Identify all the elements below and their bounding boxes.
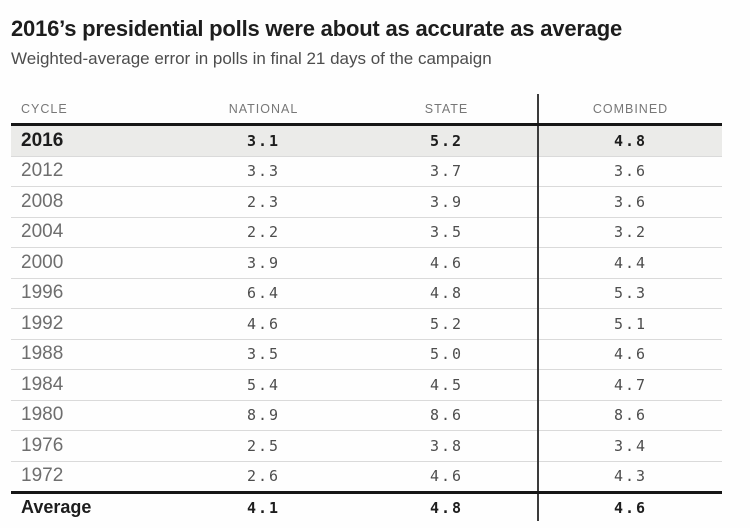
- cell-state: 5.2: [356, 124, 538, 157]
- cell-combined: 3.6: [537, 186, 722, 218]
- cell-cycle: 2012: [11, 155, 171, 187]
- cell-combined: 4.8: [537, 124, 722, 157]
- cell-combined: 5.3: [537, 277, 722, 309]
- cell-national: 8.9: [171, 399, 356, 431]
- cell-cycle: 2004: [11, 216, 171, 248]
- cell-national: 3.1: [171, 124, 356, 157]
- table-row: 2008 2.3 3.9 3.6: [11, 186, 722, 218]
- cell-state: 4.5: [356, 369, 538, 401]
- cell-state: 4.8: [356, 277, 538, 309]
- cell-cycle: 1980: [11, 399, 171, 431]
- table-row: 1988 3.5 5.0 4.6: [11, 338, 722, 370]
- figure-title: 2016’s presidential polls were about as …: [11, 16, 623, 41]
- average-row: Average 4.1 4.8 4.6: [11, 491, 722, 522]
- table-row: 1984 5.4 4.5 4.7: [11, 369, 722, 401]
- cell-combined: 4.7: [537, 369, 722, 401]
- table-row: 2012 3.3 3.7 3.6: [11, 155, 722, 187]
- cell-cycle: 2008: [11, 186, 171, 218]
- cell-state: 3.5: [356, 216, 538, 248]
- cell-state: 5.2: [356, 308, 538, 340]
- cell-national: 3.9: [171, 247, 356, 279]
- cell-cycle: 1972: [11, 460, 171, 493]
- cell-state: 4.6: [356, 460, 538, 493]
- cell-national: 4.6: [171, 308, 356, 340]
- column-header-state: STATE: [356, 94, 538, 127]
- cell-state: 4.8: [356, 491, 538, 522]
- cell-combined: 3.4: [537, 430, 722, 462]
- cell-cycle: 1992: [11, 308, 171, 340]
- table-row: 2000 3.9 4.6 4.4: [11, 247, 722, 279]
- cell-combined: 8.6: [537, 399, 722, 431]
- cell-national: 2.2: [171, 216, 356, 248]
- cell-national: 2.6: [171, 460, 356, 493]
- table-row: 2004 2.2 3.5 3.2: [11, 216, 722, 248]
- table-row: 1972 2.6 4.6 4.3: [11, 460, 722, 493]
- cell-cycle: 1988: [11, 338, 171, 370]
- cell-cycle: 2000: [11, 247, 171, 279]
- cell-state: 5.0: [356, 338, 538, 370]
- cell-combined: 4.6: [537, 491, 722, 522]
- table-body: 2016 3.1 5.2 4.8 2012 3.3 3.7 3.6 2008 2.3 3.9 3.6 2…: [11, 124, 722, 493]
- cell-state: 4.6: [356, 247, 538, 279]
- cell-combined: 3.2: [537, 216, 722, 248]
- cell-combined: 4.4: [537, 247, 722, 279]
- table-row: 1976 2.5 3.8 3.4: [11, 430, 722, 462]
- table-row: 1996 6.4 4.8 5.3: [11, 277, 722, 309]
- cell-state: 3.9: [356, 186, 538, 218]
- cell-state: 8.6: [356, 399, 538, 431]
- cell-cycle: 2016: [11, 124, 171, 157]
- cell-combined: 3.6: [537, 155, 722, 187]
- cell-state: 3.8: [356, 430, 538, 462]
- poll-error-table: CYCLE NATIONAL STATE COMBINED 2016 3.1 5.2…: [11, 94, 722, 522]
- cell-combined: 4.3: [537, 460, 722, 493]
- cell-cycle: 1996: [11, 277, 171, 309]
- cell-cycle: 1984: [11, 369, 171, 401]
- cell-national: 6.4: [171, 277, 356, 309]
- cell-cycle: Average: [11, 491, 171, 522]
- table-row: 2016 3.1 5.2 4.8: [11, 124, 722, 157]
- figure-subtitle: Weighted-average error in polls in final…: [11, 48, 492, 68]
- cell-state: 3.7: [356, 155, 538, 187]
- cell-combined: 5.1: [537, 308, 722, 340]
- cell-national: 5.4: [171, 369, 356, 401]
- column-header-row: CYCLE NATIONAL STATE COMBINED: [11, 94, 722, 127]
- cell-combined: 4.6: [537, 338, 722, 370]
- cell-national: 3.3: [171, 155, 356, 187]
- column-header-combined: COMBINED: [537, 94, 722, 127]
- cell-national: 2.3: [171, 186, 356, 218]
- column-header-cycle: CYCLE: [11, 94, 171, 127]
- table-row: 1980 8.9 8.6 8.6: [11, 399, 722, 431]
- cell-national: 3.5: [171, 338, 356, 370]
- cell-national: 4.1: [171, 491, 356, 522]
- column-header-national: NATIONAL: [171, 94, 356, 127]
- cell-cycle: 1976: [11, 430, 171, 462]
- table-row: 1992 4.6 5.2 5.1: [11, 308, 722, 340]
- cell-national: 2.5: [171, 430, 356, 462]
